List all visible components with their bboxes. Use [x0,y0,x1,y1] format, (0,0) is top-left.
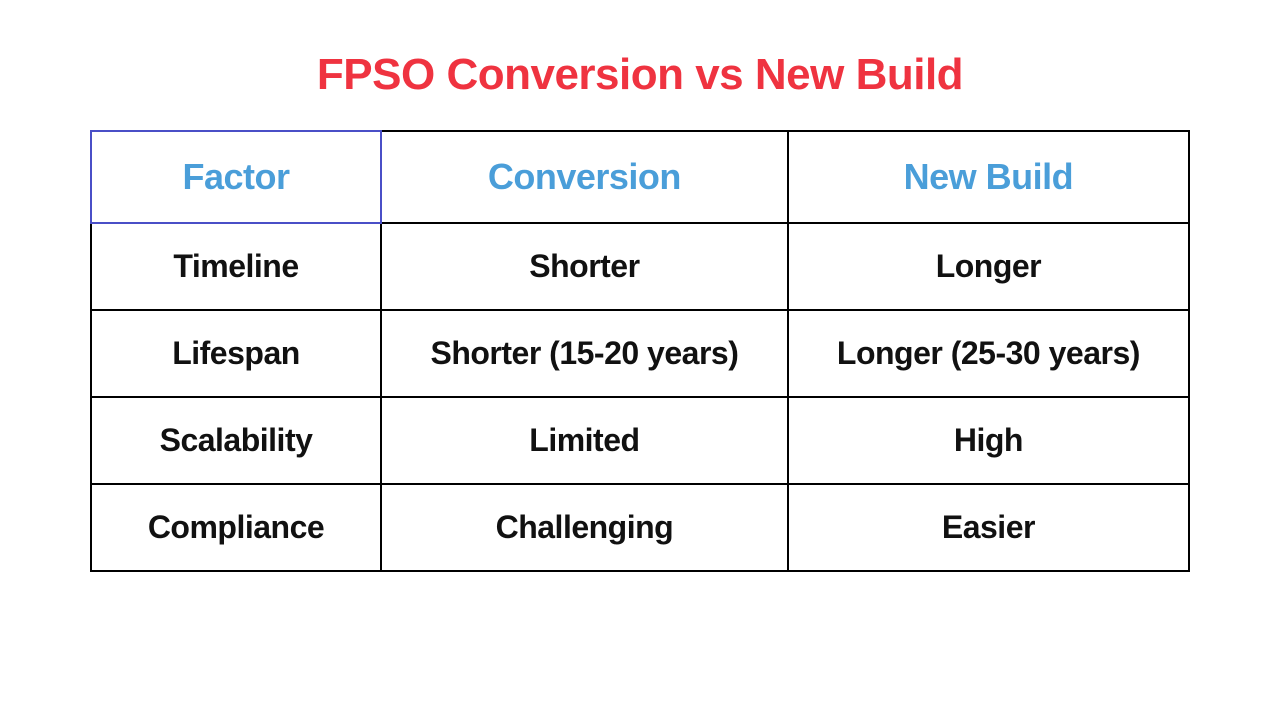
comparison-table: Factor Conversion New Build Timeline Sho… [90,130,1190,572]
cell-newbuild: High [788,397,1189,484]
cell-conversion: Shorter [381,223,788,310]
table-row: Scalability Limited High [91,397,1189,484]
page-title: FPSO Conversion vs New Build [317,50,963,100]
cell-newbuild: Longer (25-30 years) [788,310,1189,397]
cell-factor: Timeline [91,223,381,310]
cell-conversion: Limited [381,397,788,484]
cell-factor: Compliance [91,484,381,571]
column-header-factor: Factor [91,131,381,223]
column-header-newbuild: New Build [788,131,1189,223]
table-header-row: Factor Conversion New Build [91,131,1189,223]
table-row: Compliance Challenging Easier [91,484,1189,571]
cell-conversion: Shorter (15-20 years) [381,310,788,397]
column-header-conversion: Conversion [381,131,788,223]
cell-conversion: Challenging [381,484,788,571]
table-row: Timeline Shorter Longer [91,223,1189,310]
cell-factor: Lifespan [91,310,381,397]
cell-newbuild: Longer [788,223,1189,310]
table-row: Lifespan Shorter (15-20 years) Longer (2… [91,310,1189,397]
cell-factor: Scalability [91,397,381,484]
cell-newbuild: Easier [788,484,1189,571]
